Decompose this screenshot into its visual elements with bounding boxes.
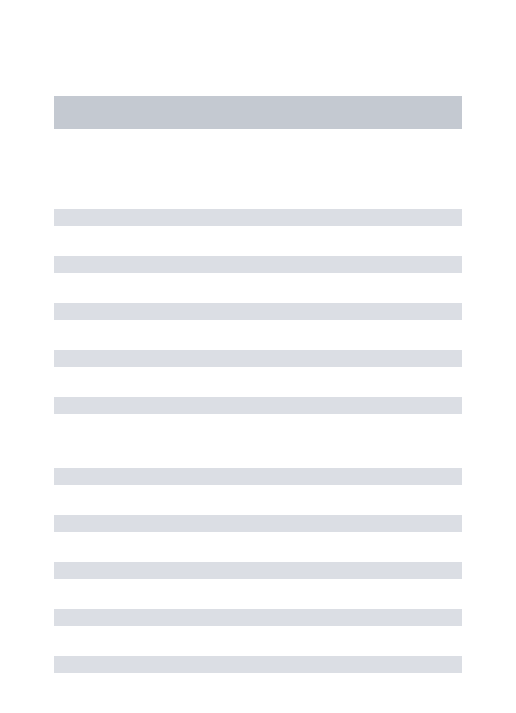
skeleton-gap <box>54 444 462 468</box>
skeleton-line <box>54 256 462 273</box>
skeleton-line <box>54 562 462 579</box>
skeleton-line <box>54 515 462 532</box>
skeleton-line <box>54 468 462 485</box>
skeleton-line <box>54 397 462 414</box>
skeleton-line <box>54 209 462 226</box>
skeleton-group-1 <box>54 209 462 414</box>
skeleton-group-2 <box>54 468 462 673</box>
skeleton-container <box>0 0 516 673</box>
skeleton-line <box>54 656 462 673</box>
skeleton-header <box>54 96 462 129</box>
skeleton-line <box>54 303 462 320</box>
skeleton-line <box>54 350 462 367</box>
skeleton-gap <box>54 129 462 209</box>
skeleton-line <box>54 609 462 626</box>
